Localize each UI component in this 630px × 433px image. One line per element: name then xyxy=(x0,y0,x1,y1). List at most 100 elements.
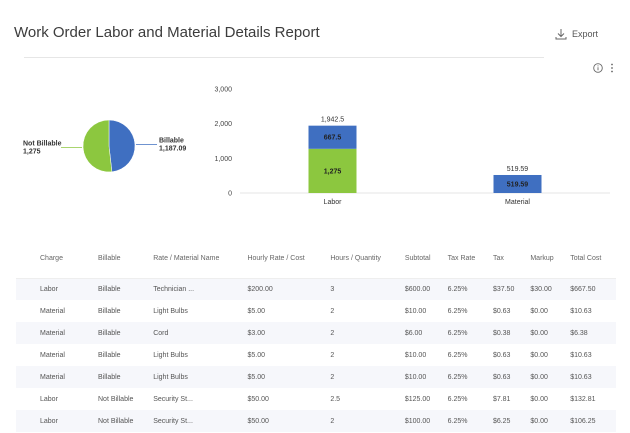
table-cell: $50.00 xyxy=(247,417,269,425)
table-cell: $0.00 xyxy=(530,417,548,425)
bar-total-label: 519.59 xyxy=(507,166,529,173)
table-cell: $7.81 xyxy=(492,395,511,403)
table-cell: $10.63 xyxy=(570,351,592,359)
column-header[interactable]: Tax xyxy=(492,254,504,262)
table-cell: $667.50 xyxy=(570,285,596,293)
export-button[interactable]: Export xyxy=(555,28,598,40)
column-header[interactable]: Hourly Rate / Cost xyxy=(247,254,305,262)
table-cell: $200.00 xyxy=(247,285,273,293)
table-cell: 2 xyxy=(330,417,335,425)
table-cell: 6.25% xyxy=(447,395,468,403)
table-cell: 2 xyxy=(330,373,335,381)
table-cell: Labor xyxy=(40,395,58,403)
table-cell: $6.38 xyxy=(570,329,588,337)
table-cell: $6.25 xyxy=(492,417,511,425)
table-cell: Not Billable xyxy=(98,417,134,425)
table-cell: Billable xyxy=(98,307,121,315)
bar-segment-label: 519.59 xyxy=(507,181,529,188)
column-header[interactable]: Markup xyxy=(530,254,554,262)
table-cell: Material xyxy=(40,329,65,337)
bar-chart: 0 1,000 2,000 3,000 1,275 667.5 1,942.5 Labor 51… xyxy=(214,87,610,206)
y-tick-label: 3,000 xyxy=(214,87,232,94)
table-cell: 6.25% xyxy=(447,351,468,359)
table-cell: Labor xyxy=(40,285,58,293)
table-row[interactable]: Material Billable Light Bulbs $5.00 2 $10.00 6… xyxy=(16,344,616,366)
table-cell: $10.00 xyxy=(404,351,427,359)
table-cell: 6.25% xyxy=(447,285,468,293)
table-cell: 2 xyxy=(330,307,335,315)
info-icon[interactable] xyxy=(593,63,603,73)
pie-label: Billable xyxy=(159,137,184,144)
x-tick-label: Labor xyxy=(324,199,343,206)
table-cell: Cord xyxy=(153,329,169,337)
table-cell: $600.00 xyxy=(404,285,431,293)
pie-label: Not Billable xyxy=(23,141,62,148)
table-cell: 6.25% xyxy=(447,373,468,381)
download-icon xyxy=(555,29,567,40)
table-cell: 2 xyxy=(330,329,335,337)
table-cell: Technician ... xyxy=(153,285,195,293)
table-row[interactable]: Labor Not Billable Security St... $50.00 2 $1… xyxy=(16,410,616,432)
table-cell: $6.00 xyxy=(404,329,423,337)
table-cell: $37.50 xyxy=(492,285,515,293)
table-cell: $10.63 xyxy=(570,373,592,381)
column-header[interactable]: Rate / Material Name xyxy=(153,254,220,262)
bar-segment xyxy=(308,148,357,193)
table-row[interactable]: Labor Billable Technician ... $200.00 3 $600.… xyxy=(16,278,616,300)
page-title: Work Order Labor and Material Details Re… xyxy=(14,24,320,41)
table-cell: 2 xyxy=(330,351,335,359)
bar-segment xyxy=(493,174,542,193)
pie-slice xyxy=(108,119,136,173)
column-header[interactable]: Charge xyxy=(40,254,63,262)
table-cell: $50.00 xyxy=(247,395,269,403)
table-cell: 2.5 xyxy=(330,395,341,403)
table-cell: $10.00 xyxy=(404,307,427,315)
table-row[interactable]: Material Billable Cord $3.00 2 $6.00 6.25% $0.3… xyxy=(16,322,616,344)
table-cell: 6.25% xyxy=(447,417,468,425)
table-cell: Security St... xyxy=(153,395,193,403)
table-cell: Billable xyxy=(98,373,121,381)
charts-area: Billable 1,187.09 Not Billable 1,275 0 1,000… xyxy=(0,78,630,218)
table-header-row: Charge Billable Rate / Material Name Hourly… xyxy=(16,240,616,278)
table-cell: 3 xyxy=(330,285,335,293)
table-cell: Light Bulbs xyxy=(153,373,188,381)
table-cell: $0.38 xyxy=(492,329,511,337)
column-header[interactable]: Total Cost xyxy=(570,254,602,262)
table-cell: $3.00 xyxy=(247,329,265,337)
table-cell: Billable xyxy=(98,285,121,293)
table-row[interactable]: Material Billable Light Bulbs $5.00 2 $10.00 6… xyxy=(16,300,616,322)
table-row[interactable]: Material Billable Light Bulbs $5.00 2 $10.00 6… xyxy=(16,366,616,388)
table-cell: Billable xyxy=(98,329,121,337)
more-vertical-icon[interactable] xyxy=(609,62,615,74)
bar-segment xyxy=(308,125,357,149)
column-header[interactable]: Billable xyxy=(98,254,121,262)
table-cell: Light Bulbs xyxy=(153,351,188,359)
table-cell: $0.00 xyxy=(530,395,548,403)
details-table: Charge Billable Rate / Material Name Hourly… xyxy=(16,240,616,432)
table-row[interactable]: Labor Not Billable Security St... $50.00 2.5… xyxy=(16,388,616,410)
bar-segment-label: 1,275 xyxy=(324,168,342,175)
table-cell: Not Billable xyxy=(98,395,134,403)
table-cell: $106.25 xyxy=(570,417,596,425)
column-header[interactable]: Hours / Quantity xyxy=(330,254,381,262)
table-cell: Material xyxy=(40,351,65,359)
table-cell: Light Bulbs xyxy=(153,307,188,315)
pie-value-label: 1,275 xyxy=(23,149,41,156)
table-cell: 6.25% xyxy=(447,307,468,315)
table-cell: $5.00 xyxy=(247,307,265,315)
column-header[interactable]: Tax Rate xyxy=(447,254,476,262)
header-divider xyxy=(24,57,544,58)
table-cell: $0.00 xyxy=(530,307,548,315)
y-tick-label: 1,000 xyxy=(214,156,232,163)
table-cell: $10.63 xyxy=(570,307,592,315)
y-tick-label: 2,000 xyxy=(214,121,232,128)
table-cell: $5.00 xyxy=(247,351,265,359)
table-cell: $132.81 xyxy=(570,395,596,403)
bar-segment-label: 667.5 xyxy=(324,135,342,142)
table-cell: $100.00 xyxy=(404,417,431,425)
table-cell: $5.00 xyxy=(247,373,265,381)
export-label: Export xyxy=(572,29,599,39)
table-cell: $0.63 xyxy=(492,307,511,315)
column-header[interactable]: Subtotal xyxy=(404,254,431,262)
y-tick-label: 0 xyxy=(228,191,232,198)
